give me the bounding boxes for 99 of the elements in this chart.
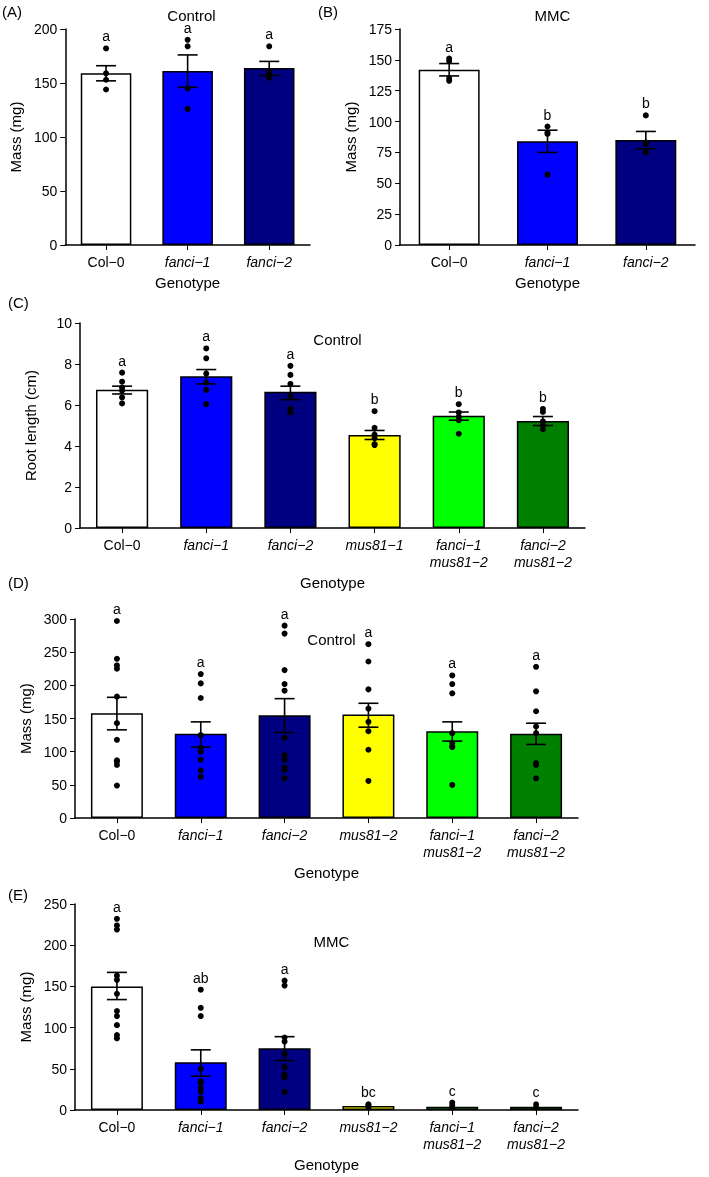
y-tick-label: 200 xyxy=(43,677,68,694)
annotation: a xyxy=(280,960,289,977)
x-tick-label: mus81−2 xyxy=(339,826,398,843)
x-tick-label: mus81−1 xyxy=(345,536,404,553)
chart-title: Control xyxy=(167,7,216,24)
x-tick-label: Col−0 xyxy=(430,253,468,270)
y-tick-label: 2 xyxy=(64,479,73,496)
y-tick-label: 0 xyxy=(384,237,393,253)
x-tick-label: fanci−2 mus81−2 xyxy=(507,1118,566,1152)
y-tick-label: 50 xyxy=(41,183,58,199)
y-tick-label: 100 xyxy=(33,129,58,145)
annotation: c xyxy=(532,1084,540,1101)
y-tick-label: 50 xyxy=(51,1060,68,1077)
annotation: a xyxy=(448,655,457,672)
x-tick-label: fanci−2 mus81−2 xyxy=(507,826,566,860)
text: Control xyxy=(313,331,362,348)
x-tick-label: fanci−1 xyxy=(524,253,571,270)
x-tick-label: fanci−1 mus81−2 xyxy=(423,826,482,860)
annotation: a xyxy=(202,328,211,345)
y-tick-label: 150 xyxy=(33,75,58,91)
y-tick-label: 300 xyxy=(43,611,68,627)
y-tick-label: 25 xyxy=(376,206,393,223)
y-tick-label: 150 xyxy=(43,710,68,727)
x-axis-title: Genotype xyxy=(293,864,360,881)
x-tick-label: fanci−2 xyxy=(261,826,308,843)
annotation: a xyxy=(196,654,205,671)
y-tick-label: 125 xyxy=(368,82,393,99)
annotation: a xyxy=(113,898,122,915)
text: (A) xyxy=(2,3,22,20)
text: (B) xyxy=(318,3,338,20)
annotation: b xyxy=(370,391,379,408)
y-axis-title: Mass (mg) xyxy=(16,683,34,754)
x-tick-label: fanci−1 xyxy=(177,1118,224,1135)
annotation: a xyxy=(445,38,454,55)
x-tick-label: fanci−2 xyxy=(246,253,293,270)
x-tick-label: Col−0 xyxy=(87,253,125,270)
text: (D) xyxy=(8,574,29,591)
annotation: b xyxy=(641,95,650,112)
y-tick-label: 75 xyxy=(376,144,393,161)
annotation: a xyxy=(286,345,295,362)
y-tick-label: 250 xyxy=(43,644,68,661)
text: (E) xyxy=(8,886,28,903)
annotation: bc xyxy=(361,1084,376,1101)
y-tick-label: 200 xyxy=(43,937,68,954)
text: a xyxy=(113,600,122,617)
annotation: a xyxy=(532,646,541,663)
y-axis-title: Mass (mg) xyxy=(16,971,34,1043)
annotation: c xyxy=(448,1082,456,1099)
text: (C) xyxy=(8,294,29,311)
y-tick-label: 50 xyxy=(376,175,393,192)
text: MMC xyxy=(313,933,350,950)
x-axis-title: Genotype xyxy=(514,274,581,291)
y-tick-label: 0 xyxy=(49,237,58,253)
x-tick-label: fanci−2 mus81−2 xyxy=(513,536,573,570)
annotation: b xyxy=(454,384,463,401)
y-tick-label: 150 xyxy=(368,51,393,68)
x-tick-label: fanci−1 xyxy=(183,536,230,553)
annotation: a xyxy=(265,26,274,43)
y-axis-title: Mass (mg) xyxy=(7,101,24,173)
x-axis-title: Genotype xyxy=(293,1155,360,1173)
y-tick-label: 150 xyxy=(43,978,68,995)
y-tick-label: 200 xyxy=(33,21,58,37)
x-tick-label: Col−0 xyxy=(98,1118,136,1135)
annotation: a xyxy=(118,352,127,369)
y-tick-label: 250 xyxy=(43,896,68,912)
y-tick-label: 0 xyxy=(64,520,73,537)
x-tick-label: fanci−1 xyxy=(164,253,211,270)
x-tick-label: fanci−2 xyxy=(267,536,314,553)
y-tick-label: 100 xyxy=(43,1019,68,1036)
annotation: a xyxy=(280,605,289,622)
y-tick-label: 6 xyxy=(64,397,73,414)
y-tick-label: 8 xyxy=(64,356,73,373)
y-tick-label: 0 xyxy=(59,810,68,827)
x-tick-label: Col−0 xyxy=(103,536,141,553)
y-tick-label: 10 xyxy=(56,315,73,331)
annotation: a xyxy=(364,624,373,641)
chart-title: MMC xyxy=(534,7,571,24)
y-axis-title: Root length (cm) xyxy=(22,370,39,481)
x-tick-label: fanci−2 xyxy=(261,1118,308,1135)
annotation: ab xyxy=(192,969,209,986)
y-tick-label: 100 xyxy=(368,113,393,130)
annotation: b xyxy=(543,106,552,123)
x-tick-label: fanci−1 mus81−2 xyxy=(429,536,488,570)
x-axis-title: Genotype xyxy=(155,274,221,291)
y-tick-label: 100 xyxy=(43,743,68,760)
y-tick-label: 4 xyxy=(64,438,73,455)
annotation: b xyxy=(539,388,548,405)
text: Control xyxy=(307,631,356,648)
x-tick-label: Col−0 xyxy=(98,826,136,843)
x-tick-label: fanci−1 xyxy=(177,826,224,843)
y-tick-label: 50 xyxy=(51,776,68,793)
x-tick-label: fanci−1 mus81−2 xyxy=(423,1118,482,1152)
y-axis-title: Mass (mg) xyxy=(341,101,359,173)
y-tick-label: 175 xyxy=(368,21,393,37)
x-axis-title: Genotype xyxy=(299,574,366,591)
annotation: a xyxy=(102,28,111,45)
x-tick-label: mus81−2 xyxy=(339,1118,398,1135)
y-tick-label: 0 xyxy=(59,1102,68,1118)
x-tick-label: fanci−2 xyxy=(623,253,669,270)
